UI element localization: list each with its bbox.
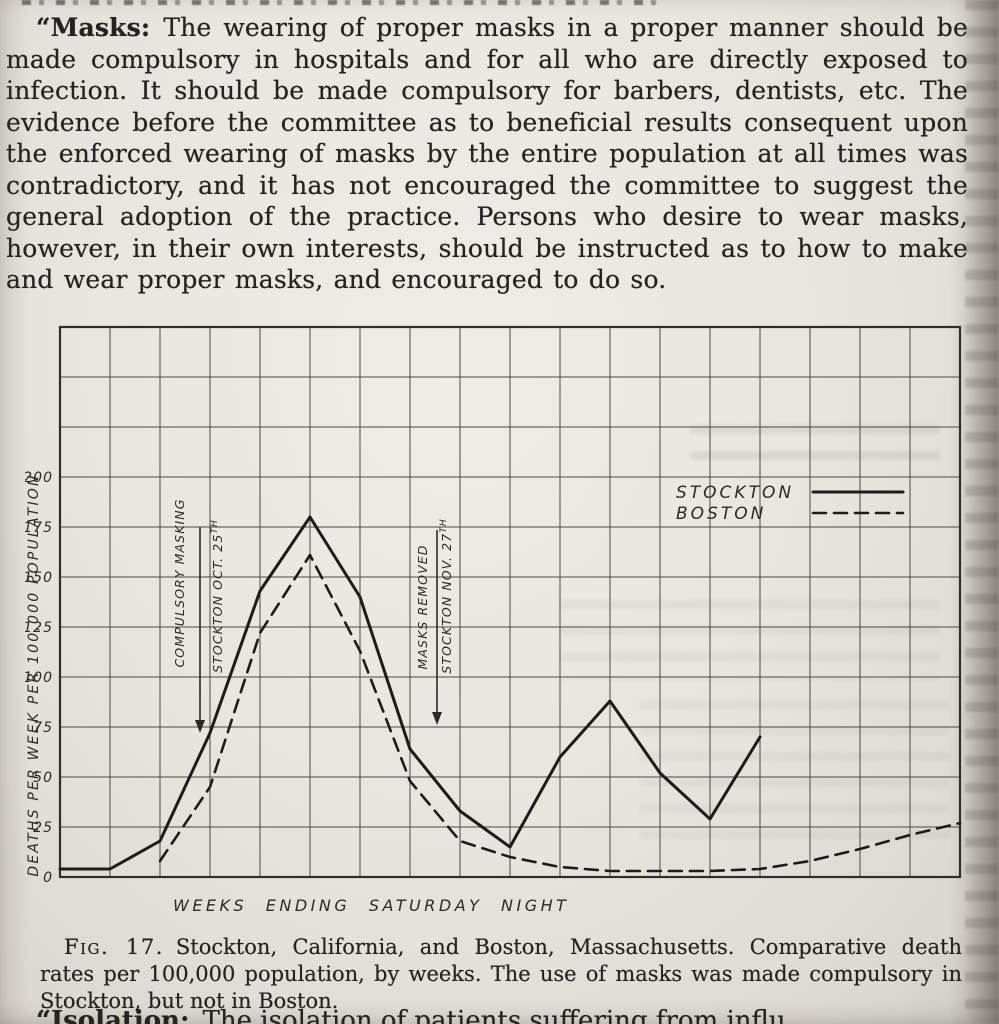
y-tick-label: 200 [25,470,53,486]
figure-caption: Fig. 17. Stockton, California, and Boston… [40,934,962,1015]
annotation-text-line1: MASKS REMOVED [415,545,430,670]
y-tick-label: 125 [25,620,53,636]
annotation-2: MASKS REMOVED STOCKTON NOV. 27TH [415,518,454,725]
chart-grid [59,326,961,878]
legend-label-stockton: STOCKTON [676,483,794,503]
plot-border [58,325,962,879]
boston-line [158,553,962,873]
page-bleed-through-right [965,0,999,1024]
y-tick-label: 50 [33,770,53,786]
annotation-arrowhead [195,720,205,733]
masks-paragraph-body: The wearing of proper masks in a proper … [6,13,968,294]
annotation-1: COMPULSORY MASKING STOCKTON OCT. 25TH [172,498,225,733]
annotation-text-line1: COMPULSORY MASKING [172,498,187,667]
y-tick-label: 75 [33,720,53,736]
y-tick-label: 0 [43,870,53,886]
stockton-line [58,515,762,871]
figure-caption-label: Fig. 17. [64,935,164,959]
y-tick-label: 175 [25,520,53,536]
next-section-body: The isolation of patients suffering from… [202,1006,786,1024]
annotation-text-line2: STOCKTON NOV. 27TH [439,518,454,673]
masks-paragraph: “Masks: The wearing of proper masks in a … [6,12,968,296]
y-tick-label: 25 [33,820,53,836]
next-section-partial-line: “Isolation: The isolation of patients suf… [6,1005,968,1024]
y-tick-label: 100 [25,670,53,686]
x-axis-title: WEEKS ENDING SATURDAY NIGHT [173,896,569,915]
y-tick-label: 150 [25,570,53,586]
figure-caption-text: Stockton, California, and Boston, Massac… [40,935,962,1013]
next-section-lead: “Isolation: [36,1006,190,1024]
legend-label-boston: BOSTON [676,504,766,524]
y-axis-title: DEATHS PER WEEK PER 100,000 POPULATION [26,473,42,876]
top-edge-text-fragment [22,0,667,5]
figure-17: 0 25 50 75 100 125 150 175 200 DEATHS PER WEEK PE… [23,315,975,927]
annotation-arrowhead [432,712,442,725]
annotation-text-line2: STOCKTON OCT. 25TH [210,519,225,673]
masks-paragraph-lead: “Masks: [36,13,151,42]
